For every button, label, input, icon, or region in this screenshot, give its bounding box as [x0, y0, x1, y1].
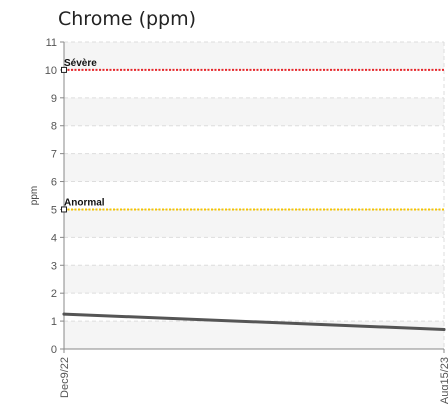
threshold-label: Sévère	[64, 58, 97, 69]
grid-band	[64, 209, 444, 238]
grid-band	[64, 153, 444, 182]
x-tick-label: Aug15/23	[439, 357, 448, 404]
y-tick-label: 4	[51, 232, 57, 244]
grid-band	[64, 42, 444, 70]
y-tick-label: 1	[51, 316, 57, 328]
y-tick-label: 6	[51, 177, 57, 189]
y-tick-label: 3	[51, 260, 57, 272]
series-line	[62, 312, 446, 331]
y-axis-label: ppm	[29, 186, 40, 205]
y-tick-label: 5	[51, 204, 57, 216]
grid-band	[64, 97, 444, 126]
y-tick-label: 0	[51, 344, 57, 356]
y-tick-label: 7	[51, 149, 57, 161]
grid-band	[64, 321, 444, 349]
y-tick-label: 9	[51, 93, 57, 105]
threshold-label: Anormal	[64, 197, 105, 208]
x-tick-label: Dec9/22	[59, 357, 71, 398]
data-point	[442, 327, 446, 331]
data-point	[62, 312, 66, 316]
threshold-marker	[61, 206, 67, 213]
grid-band	[64, 265, 444, 294]
y-tick-label: 2	[51, 288, 57, 300]
y-tick-label: 11	[46, 37, 57, 49]
threshold-marker	[61, 66, 67, 73]
y-tick-label: 8	[51, 121, 57, 133]
chart-title: Chrome (ppm)	[58, 8, 197, 30]
y-tick-label: 10	[45, 65, 57, 77]
